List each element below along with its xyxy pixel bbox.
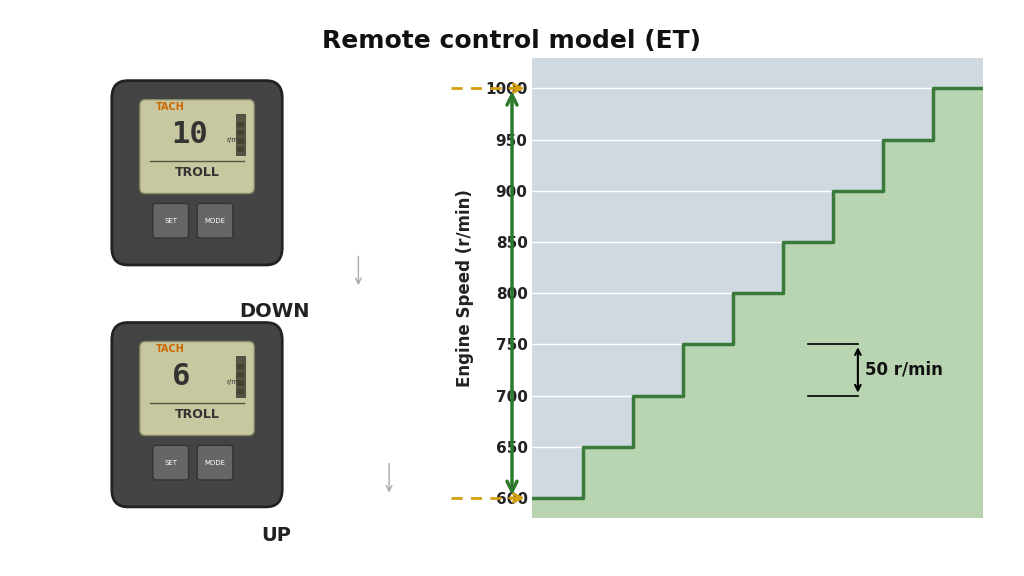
Bar — [237, 130, 244, 135]
FancyBboxPatch shape — [198, 203, 232, 238]
Polygon shape — [532, 88, 983, 518]
Text: 50 r/min: 50 r/min — [865, 361, 943, 379]
Bar — [236, 113, 245, 155]
Bar — [237, 364, 244, 369]
FancyBboxPatch shape — [139, 342, 254, 435]
FancyBboxPatch shape — [139, 100, 254, 194]
Bar — [237, 380, 244, 386]
Text: TACH: TACH — [156, 102, 184, 112]
Bar — [237, 122, 244, 127]
Text: MODE: MODE — [205, 218, 225, 223]
Bar — [237, 372, 244, 377]
FancyBboxPatch shape — [112, 81, 283, 265]
Text: MODE: MODE — [205, 460, 225, 465]
FancyBboxPatch shape — [153, 203, 188, 238]
Text: UP: UP — [261, 526, 291, 545]
Text: r/min: r/min — [226, 380, 245, 385]
Text: 10: 10 — [172, 120, 209, 149]
FancyBboxPatch shape — [153, 445, 188, 480]
Text: TACH: TACH — [156, 344, 184, 354]
Text: Remote control model (ET): Remote control model (ET) — [323, 29, 701, 53]
Text: r/min: r/min — [226, 138, 245, 143]
Text: TROLL: TROLL — [174, 408, 219, 422]
Text: SET: SET — [164, 460, 177, 465]
Y-axis label: Engine Speed (r/min): Engine Speed (r/min) — [456, 189, 474, 387]
Text: DOWN: DOWN — [240, 302, 310, 321]
Text: SET: SET — [164, 218, 177, 223]
Bar — [237, 147, 244, 152]
Text: TROLL: TROLL — [174, 166, 219, 180]
Text: 6: 6 — [172, 362, 209, 391]
FancyBboxPatch shape — [198, 445, 232, 480]
Bar — [236, 355, 245, 397]
Bar — [237, 388, 244, 394]
Bar — [237, 138, 244, 144]
FancyBboxPatch shape — [112, 323, 283, 507]
